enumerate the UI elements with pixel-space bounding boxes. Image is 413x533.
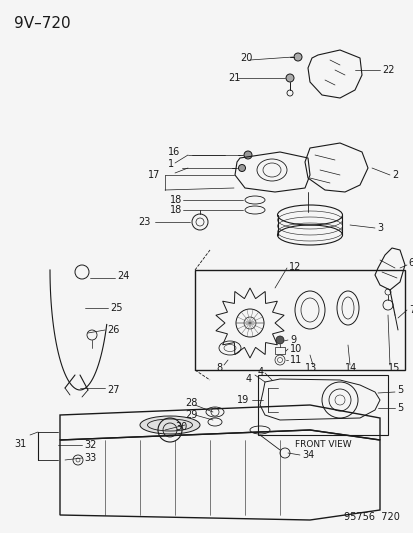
Text: 6: 6 <box>407 258 413 268</box>
Text: 12: 12 <box>288 262 301 272</box>
Text: 25: 25 <box>110 303 122 313</box>
Bar <box>274 347 284 354</box>
Text: 16: 16 <box>168 147 180 157</box>
Circle shape <box>238 165 245 172</box>
Text: 4: 4 <box>245 374 252 384</box>
Text: 24: 24 <box>117 271 129 281</box>
Text: 22: 22 <box>381 65 394 75</box>
Text: 10: 10 <box>289 344 301 354</box>
Text: 20: 20 <box>240 53 252 63</box>
Text: 95756  720: 95756 720 <box>343 512 399 522</box>
Bar <box>195 270 404 370</box>
Circle shape <box>293 53 301 61</box>
Text: 32: 32 <box>84 440 96 450</box>
Text: 18: 18 <box>170 195 182 205</box>
Text: FRONT VIEW: FRONT VIEW <box>294 440 351 449</box>
Text: 11: 11 <box>289 355 301 365</box>
Text: 34: 34 <box>301 450 313 460</box>
Text: 3: 3 <box>376 223 382 233</box>
Text: 14: 14 <box>344 363 356 373</box>
Text: 5: 5 <box>396 385 402 395</box>
Circle shape <box>285 74 293 82</box>
Bar <box>257 375 387 435</box>
Circle shape <box>243 151 252 159</box>
Text: 4: 4 <box>257 367 263 377</box>
Text: 1: 1 <box>168 159 174 169</box>
Text: 23: 23 <box>138 217 150 227</box>
Text: 18: 18 <box>170 205 182 215</box>
Text: 30: 30 <box>175 422 187 432</box>
Text: 13: 13 <box>304 363 316 373</box>
Ellipse shape <box>140 416 199 434</box>
Text: 8: 8 <box>216 363 222 373</box>
Text: 28: 28 <box>185 398 197 408</box>
Text: 21: 21 <box>228 73 240 83</box>
Text: 9V–720: 9V–720 <box>14 16 71 31</box>
Text: 19: 19 <box>236 395 249 405</box>
Text: 31: 31 <box>14 439 26 449</box>
Text: 9: 9 <box>289 335 295 345</box>
Text: 7: 7 <box>408 305 413 315</box>
Text: 33: 33 <box>84 453 96 463</box>
Text: 29: 29 <box>185 410 197 420</box>
Text: 27: 27 <box>107 385 119 395</box>
Text: 17: 17 <box>147 170 160 180</box>
Text: 26: 26 <box>107 325 119 335</box>
Text: 2: 2 <box>391 170 397 180</box>
Text: 5: 5 <box>396 403 402 413</box>
Text: 15: 15 <box>387 363 399 373</box>
Circle shape <box>275 336 283 344</box>
